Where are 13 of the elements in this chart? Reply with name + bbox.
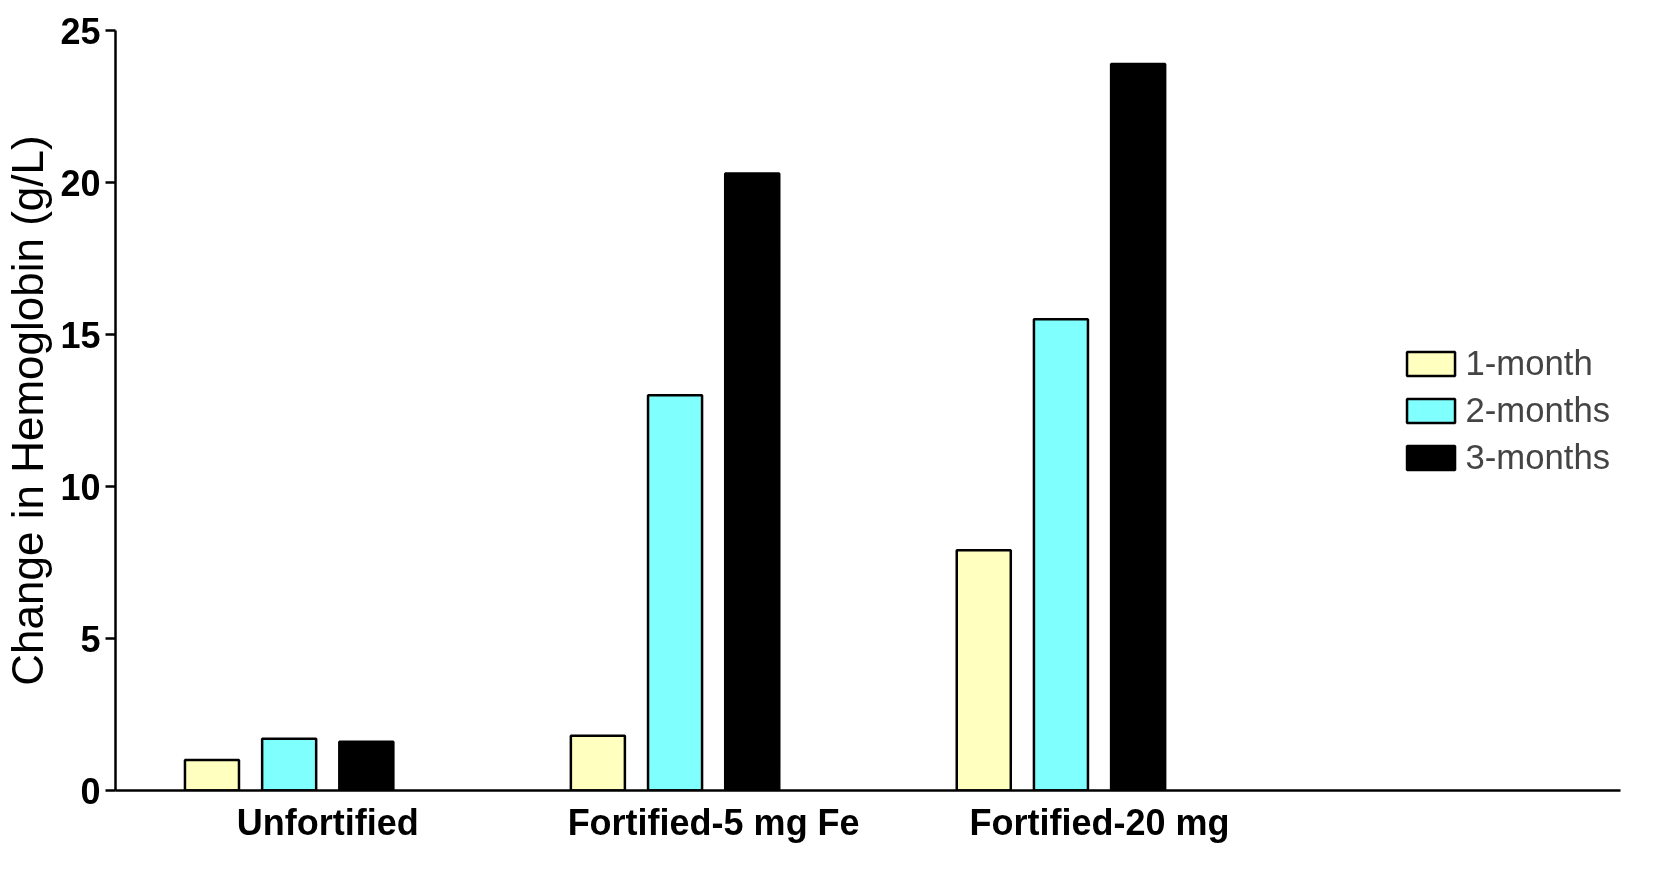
legend-label: 3-months — [1465, 437, 1610, 477]
y-tick-label: 15 — [60, 314, 101, 356]
y-tick-label: 25 — [60, 10, 101, 52]
y-axis-title: Change in Hemoglobin (g/L) — [3, 135, 53, 686]
x-tick-label: Unfortified — [236, 801, 419, 843]
legend-label: 1-month — [1465, 343, 1593, 383]
y-tick-label: 10 — [60, 466, 101, 508]
legend-label: 2-months — [1465, 390, 1610, 430]
y-tick-label: 5 — [80, 618, 101, 660]
y-tick-label: 20 — [60, 162, 101, 204]
x-tick-label: Fortified-5 mg Fe — [567, 801, 860, 843]
y-tick-label: 0 — [80, 770, 101, 812]
x-tick-label: Fortified-20 mg — [969, 801, 1230, 843]
